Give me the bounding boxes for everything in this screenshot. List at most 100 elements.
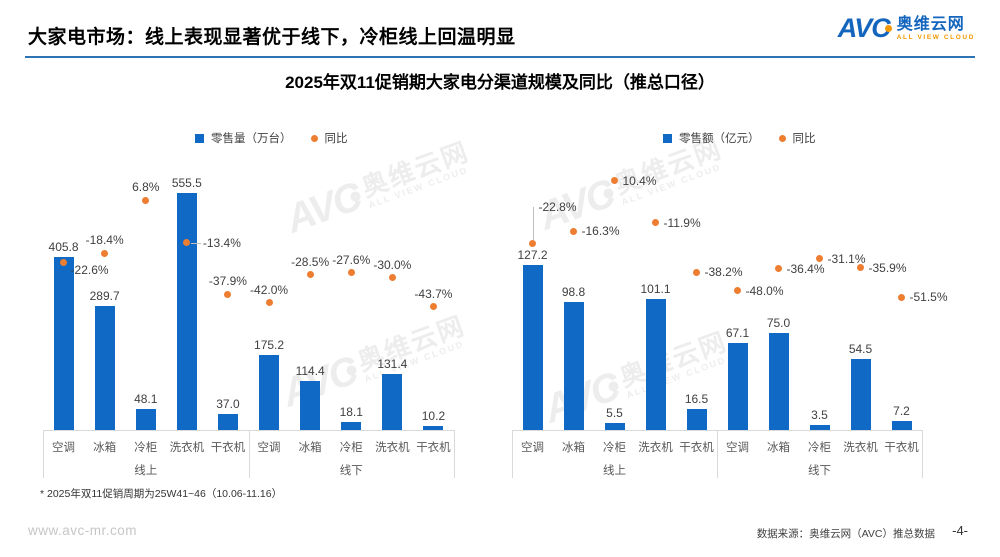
bar-value-label: 16.5	[684, 391, 709, 406]
legend-value-label: 零售额（亿元）	[679, 133, 760, 145]
yoy-dot	[101, 249, 109, 257]
axis-separator	[717, 430, 718, 478]
yoy-series-marker-icon	[778, 134, 786, 142]
bar-value-label: 289.7	[89, 289, 120, 304]
avc-logo-text: AVC	[837, 13, 891, 43]
logo-text-block: 奥维云网 ALL VIEW CLOUD	[897, 16, 975, 41]
category-label: 洗衣机	[638, 442, 673, 454]
bar-value-label: 18.1	[339, 405, 363, 420]
yoy-dot	[265, 299, 273, 307]
bar-value-label: 114.4	[295, 364, 325, 379]
yoy-dot	[857, 264, 864, 272]
yoy-value-label: -13.4%	[202, 235, 241, 250]
yoy-dot	[347, 269, 355, 277]
category-label: 冷柜	[134, 442, 158, 454]
leader-line	[190, 242, 201, 244]
yoy-value-label: -36.4%	[786, 261, 825, 276]
bar-value-label: 54.5	[848, 342, 873, 357]
watermark-avc: AVC	[533, 171, 620, 239]
watermark: AVC 奥维云网 ALL VIEW CLOUD	[276, 309, 473, 416]
category-label: 冷柜	[603, 442, 626, 454]
category-label: 空调	[257, 442, 281, 454]
yoy-value-label: -30.0%	[373, 257, 412, 272]
yoy-dot	[142, 196, 150, 204]
bar	[522, 264, 543, 430]
page-title: 大家电市场：线上表现显著优于线下，冷柜线上回温明显	[28, 27, 516, 48]
x-axis-line	[512, 430, 922, 431]
watermark-en: ALL VIEW CLOUD	[363, 339, 466, 385]
legend-volume-label: 零售量（万台）	[211, 133, 292, 145]
bar-value-label: 10.2	[421, 408, 446, 423]
category-label: 干衣机	[416, 442, 451, 454]
group-label: 线下	[339, 465, 363, 477]
bar	[604, 422, 625, 430]
category-label: 冰箱	[767, 442, 790, 454]
yoy-value-label: -43.7%	[414, 286, 453, 301]
yoy-value-label: 6.8%	[132, 180, 160, 195]
category-label: 冰箱	[298, 442, 322, 454]
watermark-avc: AVC	[280, 174, 367, 242]
category-label: 冰箱	[562, 442, 585, 454]
logo-en-text: ALL VIEW CLOUD	[896, 33, 975, 41]
bar-value-label: 3.5	[811, 408, 828, 423]
legend-value: 零售额（亿元） 同比	[663, 130, 816, 146]
category-label: 空调	[726, 442, 749, 454]
yoy-value-label: -11.9%	[663, 215, 701, 230]
watermark-en: ALL VIEW CLOUD	[620, 162, 723, 208]
header-divider	[25, 56, 975, 58]
bar-value-label: 127.2	[517, 247, 548, 262]
category-label: 干衣机	[884, 442, 919, 454]
yoy-dot	[734, 287, 741, 295]
yoy-value-label: -31.1%	[827, 251, 866, 266]
logo-dot-icon	[884, 25, 892, 32]
avc-logo: AVC 奥维云网 ALL VIEW CLOUD	[838, 15, 975, 42]
yoy-series-marker-icon	[310, 134, 318, 142]
yoy-value-label: 10.4%	[622, 173, 657, 188]
group-label: 线上	[134, 465, 158, 477]
bar-series-marker-icon	[663, 133, 672, 143]
category-label: 洗衣机	[375, 442, 410, 454]
category-label: 洗衣机	[169, 442, 205, 454]
bar-value-label: 555.5	[171, 176, 202, 191]
footnote: * 2025年双11促销周期为25W41~46（10.06-11.16）	[40, 488, 283, 500]
axis-separator	[512, 430, 513, 478]
bar	[217, 414, 238, 430]
legend-yoy-label: 同比	[324, 133, 348, 145]
yoy-dot	[306, 271, 314, 279]
chart-title: 2025年双11促销期大家电分渠道规模及同比（推总口径）	[285, 73, 715, 92]
yoy-dot	[898, 293, 905, 301]
bar	[259, 355, 280, 430]
axis-separator	[454, 430, 455, 478]
yoy-dot	[775, 265, 782, 273]
leader-line	[532, 207, 534, 241]
bar-value-label: 5.5	[606, 405, 623, 420]
watermark: AVC 奥维云网 ALL VIEW CLOUD	[533, 133, 730, 239]
yoy-dot	[611, 177, 618, 185]
watermark-avc: AVC	[276, 348, 363, 416]
watermark: AVC 奥维云网 ALL VIEW CLOUD	[538, 326, 735, 432]
bar	[341, 422, 362, 430]
bar-value-label: 48.1	[134, 392, 158, 407]
yoy-value-label: -37.9%	[208, 274, 247, 289]
bar	[645, 298, 666, 430]
category-label: 干衣机	[210, 442, 246, 454]
category-label: 冰箱	[93, 442, 117, 454]
bar-value-label: 7.2	[893, 403, 910, 418]
bar-value-label: 131.4	[377, 356, 408, 371]
watermark-dot-icon	[602, 186, 616, 200]
watermark-en: ALL VIEW CLOUD	[625, 355, 728, 401]
bar	[135, 409, 156, 430]
bar-value-label: 405.8	[48, 239, 79, 254]
category-label: 干衣机	[679, 442, 714, 454]
axis-separator	[248, 430, 250, 478]
bar-value-label: 175.2	[254, 338, 285, 353]
bar	[176, 193, 197, 430]
bar	[891, 420, 912, 430]
bar	[382, 373, 403, 430]
logo-cn-text: 奥维云网	[896, 16, 965, 34]
yoy-dot	[570, 227, 577, 235]
yoy-dot	[529, 239, 536, 247]
axis-separator	[43, 430, 44, 478]
watermark-cn: 奥维云网	[353, 309, 469, 377]
bar	[563, 301, 584, 430]
